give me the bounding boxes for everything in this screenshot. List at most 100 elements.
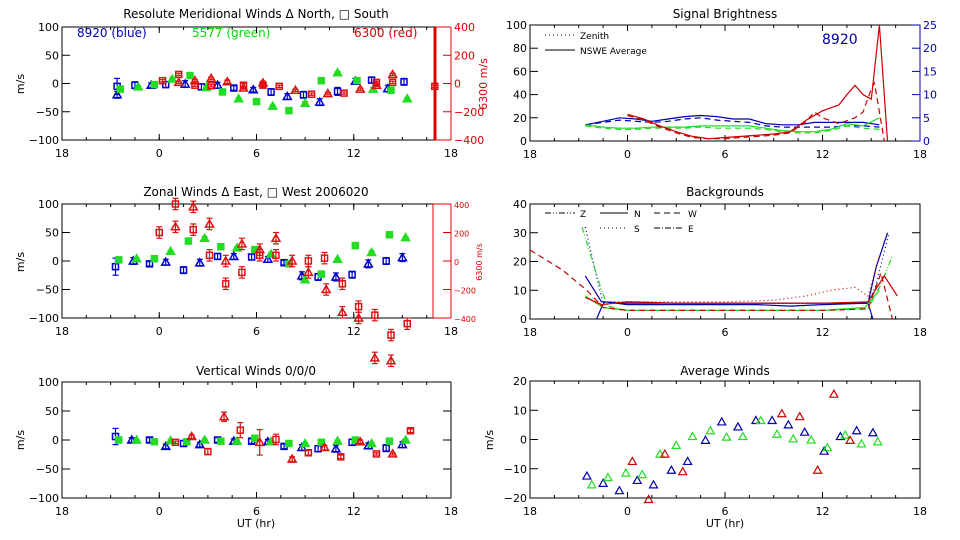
square-marker: [340, 89, 348, 97]
y-tick-label: 50: [45, 227, 59, 240]
series-5577: [114, 231, 411, 284]
series-6300-s: [627, 255, 880, 303]
triangle-marker: [400, 232, 411, 242]
y-tick-label: 40: [513, 198, 527, 211]
triangle-marker: [643, 494, 654, 504]
square-marker: [403, 319, 411, 328]
legend-label-n: N: [634, 210, 641, 220]
legend-6300: 6300 (red): [354, 26, 417, 40]
y-tick-label: 20: [513, 256, 527, 269]
triangle-marker: [332, 435, 343, 445]
triangle-marker: [822, 442, 833, 452]
triangle-marker: [205, 72, 217, 83]
square-marker: [150, 254, 159, 263]
triangle-marker: [354, 83, 366, 93]
triangle-marker: [366, 246, 377, 257]
y-tick-label: −50: [36, 106, 59, 119]
triangle-marker: [286, 453, 298, 463]
square-marker: [272, 435, 280, 444]
triangle-marker: [332, 67, 343, 77]
y-tick-label: 100: [506, 19, 527, 32]
x-tick-label: 18: [55, 505, 69, 518]
triangle-marker: [299, 437, 311, 448]
square-marker: [267, 88, 275, 96]
triangle-marker: [794, 411, 805, 421]
square-marker: [387, 331, 395, 339]
y-tick-label: 30: [513, 227, 527, 240]
triangle-marker: [238, 82, 249, 92]
square-marker: [204, 447, 212, 456]
x-tick-label: 18: [523, 505, 537, 518]
triangle-marker: [228, 250, 240, 261]
triangle-marker: [265, 248, 277, 258]
x-tick-label: 12: [347, 505, 361, 518]
triangle-marker: [637, 469, 648, 479]
right-tick-label: −400: [454, 315, 476, 324]
triangle-marker: [654, 448, 666, 458]
y-tick-label: −50: [36, 463, 59, 476]
square-marker: [189, 225, 198, 234]
y-tick-label: 10: [513, 284, 527, 297]
triangle-marker: [385, 355, 397, 365]
right-tick-label: 0: [923, 135, 930, 148]
right-tick-label: 0: [454, 78, 461, 91]
triangle-marker: [856, 438, 867, 448]
triangle-marker: [732, 421, 744, 431]
square-marker: [388, 78, 397, 87]
square-marker: [218, 88, 227, 96]
triangle-marker: [166, 73, 178, 83]
square-marker: [184, 237, 193, 245]
triangle-marker: [614, 485, 625, 495]
square-marker: [351, 241, 360, 250]
triangle-marker: [187, 201, 199, 211]
square-marker: [213, 252, 222, 261]
data-line: [627, 81, 885, 142]
x-tick-label: 6: [722, 148, 729, 161]
square-marker: [255, 251, 264, 260]
triangle-marker: [812, 465, 823, 474]
right-tick-label: 200: [454, 230, 469, 239]
x-tick-label: 12: [816, 326, 830, 339]
triangle-marker: [282, 90, 293, 101]
triangle-marker: [231, 435, 243, 445]
right-tick-label: 10: [923, 89, 937, 102]
x-tick-label: 18: [55, 147, 69, 160]
series-8920-z: [584, 226, 890, 304]
x-axis-label: UT (hr): [237, 517, 275, 530]
x-tick-label: 18: [55, 325, 69, 338]
data-line: [585, 274, 898, 306]
square-marker: [382, 444, 390, 452]
square-marker: [236, 426, 245, 434]
triangle-marker: [397, 439, 408, 449]
right-tick-label: −200: [454, 106, 484, 119]
triangle-marker: [286, 255, 298, 265]
y-tick-label: 50: [45, 405, 59, 418]
triangle-marker: [179, 78, 191, 88]
x-tick-label: 18: [523, 148, 537, 161]
y-tick-label: 60: [513, 65, 527, 78]
data-line: [529, 249, 893, 320]
x-tick-label: 18: [444, 147, 458, 160]
square-marker: [179, 266, 188, 274]
triangle-marker: [776, 408, 787, 418]
square-marker: [251, 434, 259, 443]
triangle-marker: [290, 84, 301, 95]
y-tick-label: 100: [38, 376, 59, 389]
triangle-marker: [218, 411, 230, 421]
triangle-marker: [330, 271, 342, 281]
triangle-marker: [401, 93, 413, 103]
square-marker: [205, 251, 214, 260]
triangle-marker: [397, 252, 408, 262]
meridional-panel: Resolute Meridional Winds Δ North, □ Sou…: [14, 7, 490, 160]
square-marker: [171, 200, 180, 208]
right-tick-label: 15: [923, 65, 937, 78]
square-marker: [275, 82, 283, 91]
square-marker: [114, 256, 123, 264]
square-marker: [155, 228, 163, 237]
triangle-marker: [788, 433, 799, 443]
series-5577-z: [581, 226, 893, 311]
x-tick-label: 18: [444, 505, 458, 518]
y-tick-label: 0: [520, 313, 527, 326]
